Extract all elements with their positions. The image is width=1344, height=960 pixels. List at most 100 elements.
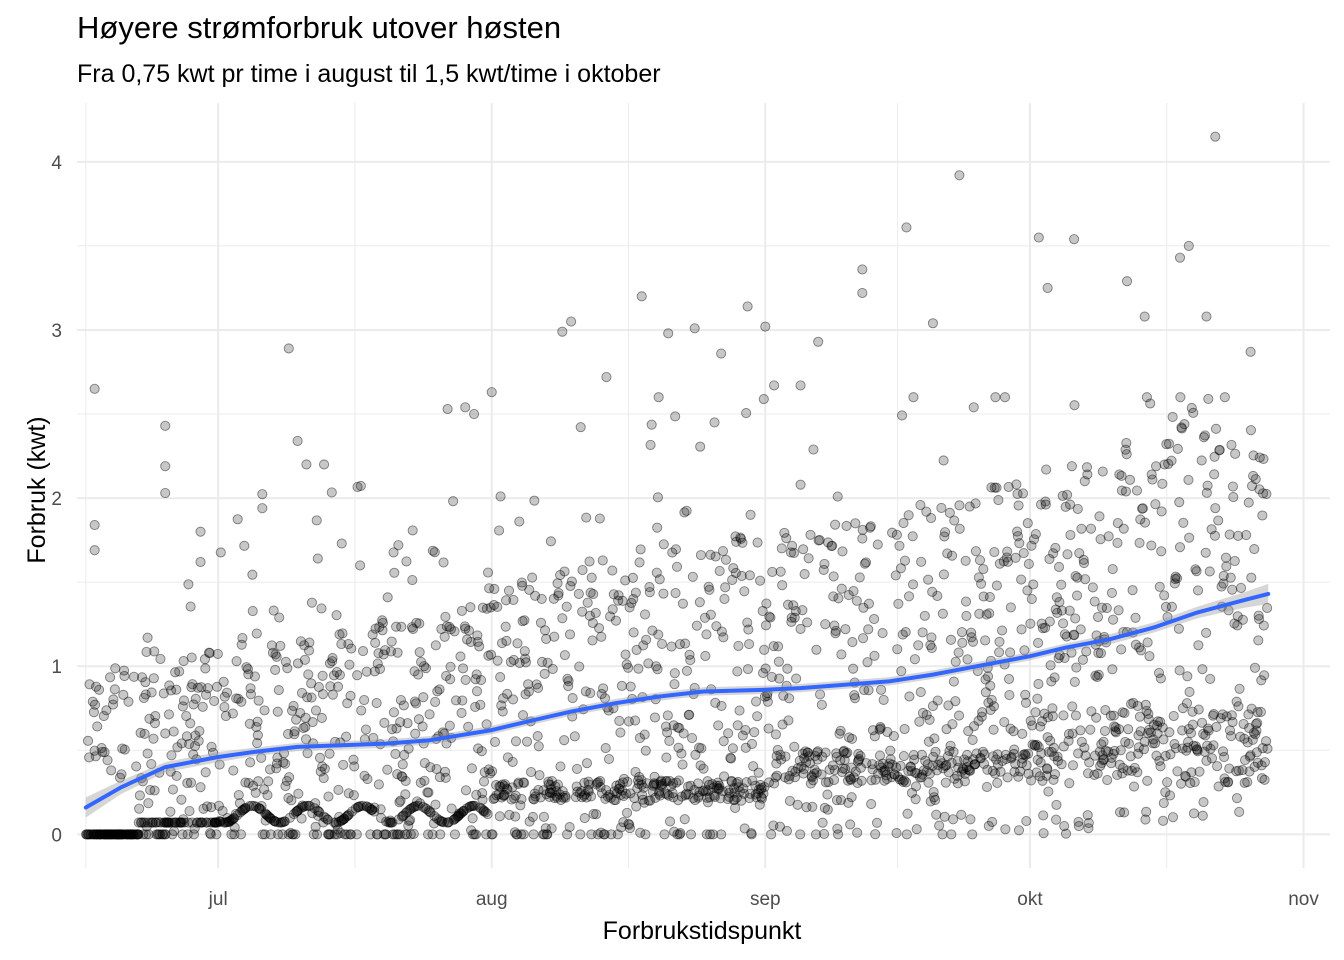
data-point: [599, 829, 610, 840]
data-point: [752, 788, 763, 799]
data-point: [1020, 750, 1031, 761]
data-point: [959, 754, 970, 765]
data-point: [1113, 605, 1124, 616]
data-point: [1043, 786, 1054, 797]
data-point: [1151, 461, 1162, 472]
data-point: [253, 776, 264, 787]
data-point: [611, 788, 622, 799]
data-point: [735, 532, 746, 543]
data-point: [806, 771, 817, 782]
data-point: [362, 801, 373, 812]
data-point: [392, 647, 403, 658]
data-point: [673, 742, 684, 753]
data-point: [288, 808, 299, 820]
data-point: [166, 685, 177, 696]
data-point: [419, 661, 430, 672]
data-point: [850, 518, 861, 529]
data-point: [566, 316, 577, 327]
data-point: [299, 654, 311, 665]
data-point: [1069, 676, 1080, 687]
data-point: [852, 756, 863, 767]
data-point: [819, 802, 830, 813]
data-point: [391, 829, 402, 840]
data-point: [962, 654, 973, 665]
data-point: [1130, 639, 1141, 650]
data-point: [1040, 622, 1051, 633]
data-point: [292, 805, 303, 817]
data-point: [962, 749, 973, 761]
data-point: [388, 707, 399, 718]
data-point: [276, 817, 287, 828]
data-point: [976, 711, 987, 722]
data-point: [1145, 727, 1156, 738]
data-point: [231, 693, 242, 704]
data-point: [580, 789, 591, 800]
data-point: [760, 620, 772, 631]
data-point: [380, 645, 391, 656]
data-point: [638, 782, 649, 793]
data-point: [262, 810, 273, 821]
data-point: [228, 765, 239, 776]
data-point: [643, 658, 654, 669]
data-point: [620, 575, 631, 586]
data-point: [827, 540, 838, 551]
data-point: [740, 742, 751, 753]
data-point: [755, 575, 766, 586]
data-point: [178, 695, 190, 706]
data-point: [752, 711, 763, 722]
data-point: [1243, 497, 1254, 508]
chart-subtitle: Fra 0,75 kwt pr time i august til 1,5 kw…: [77, 60, 661, 88]
data-point: [458, 806, 469, 817]
data-point: [866, 798, 877, 810]
data-point: [1234, 806, 1245, 817]
data-point: [406, 803, 417, 814]
data-point: [956, 809, 967, 820]
data-point: [357, 645, 369, 657]
data-point: [1019, 645, 1030, 656]
data-point: [352, 481, 363, 492]
data-point: [1034, 771, 1045, 782]
data-point: [819, 558, 830, 569]
data-point: [1041, 763, 1052, 774]
data-point: [1211, 721, 1222, 732]
data-point: [334, 629, 345, 640]
data-point: [683, 781, 694, 792]
data-point: [1096, 602, 1108, 613]
data-point: [391, 723, 402, 734]
data-point: [82, 829, 93, 840]
data-point: [641, 778, 652, 789]
y-tick-label: 1: [51, 657, 62, 678]
data-point: [999, 392, 1011, 403]
data-point: [1232, 620, 1243, 631]
data-point: [1135, 514, 1146, 525]
data-point: [1075, 725, 1086, 736]
data-point: [820, 619, 831, 630]
data-point: [1123, 738, 1134, 749]
data-point: [541, 829, 552, 840]
data-point: [964, 501, 975, 512]
data-point: [138, 829, 149, 840]
data-point: [1196, 455, 1207, 466]
data-point: [1214, 445, 1225, 456]
data-point: [105, 672, 116, 683]
data-point: [1176, 423, 1187, 434]
data-point: [1262, 743, 1273, 754]
data-point: [434, 684, 445, 695]
data-point: [828, 571, 839, 582]
data-point: [186, 652, 197, 663]
data-point: [985, 704, 996, 716]
data-point: [666, 781, 677, 792]
data-point: [311, 515, 322, 526]
data-point: [822, 789, 833, 800]
data-point: [850, 766, 861, 777]
data-point: [300, 712, 311, 723]
data-point: [557, 326, 568, 337]
data-point: [457, 806, 468, 817]
data-point: [649, 712, 661, 723]
data-point: [1208, 709, 1219, 720]
data-point: [1252, 717, 1263, 729]
data-point: [877, 758, 888, 769]
data-point: [996, 625, 1008, 636]
data-point: [1209, 530, 1220, 541]
data-point: [945, 740, 956, 751]
